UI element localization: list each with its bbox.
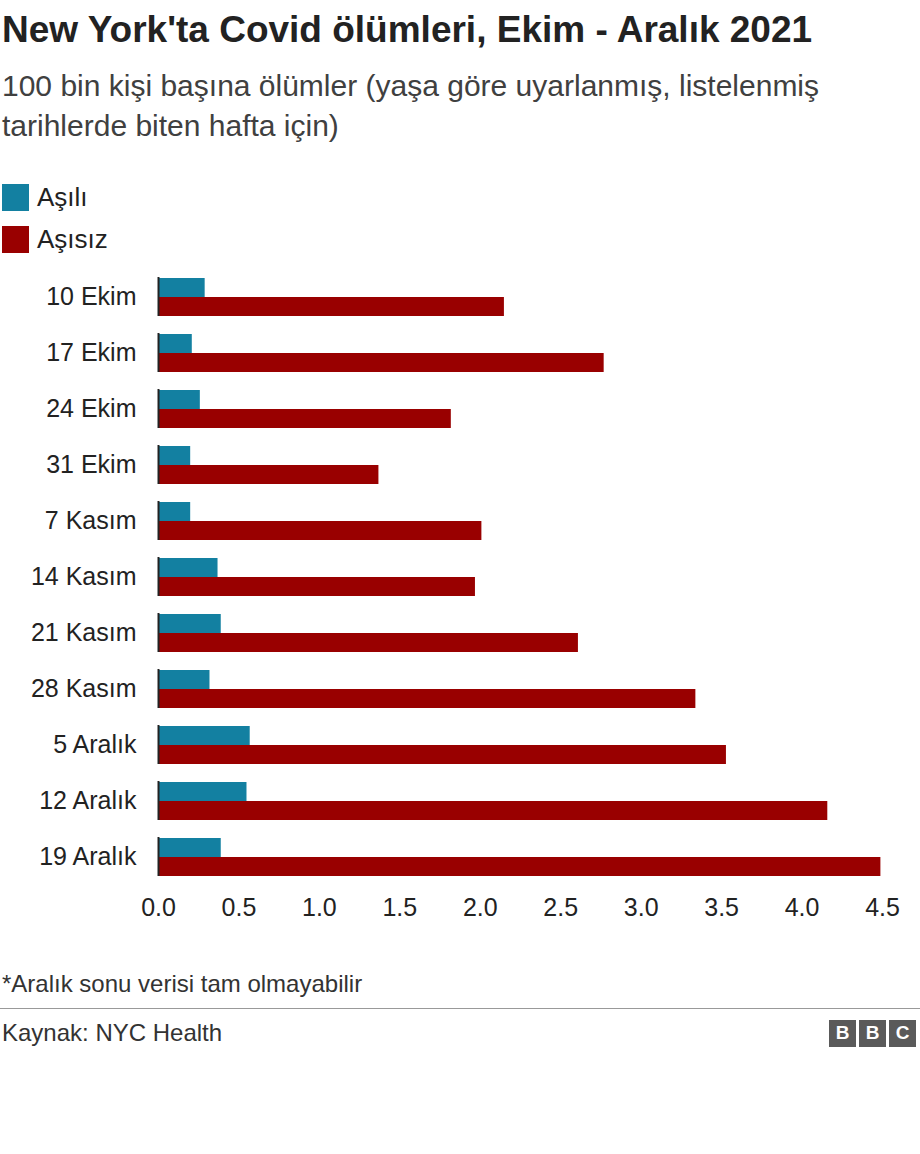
svg-text:4.0: 4.0 <box>785 893 820 921</box>
svg-text:14 Kasım: 14 Kasım <box>31 562 137 590</box>
html-text:C: C <box>895 1022 910 1043</box>
html-text:B: B <box>865 1022 880 1043</box>
html-text:New York'ta Covid ölümleri, Ek: New York'ta Covid ölümleri, Ekim - Aralı… <box>2 9 813 50</box>
svg-text:1.5: 1.5 <box>382 893 417 921</box>
svg-text:2.0: 2.0 <box>463 893 498 921</box>
svg-text:28 Kasım: 28 Kasım <box>31 674 137 702</box>
html-text:B: B <box>835 1022 850 1043</box>
html-text:Aşılı: Aşılı <box>37 181 88 212</box>
svg-text:24 Ekim: 24 Ekim <box>46 394 136 422</box>
html-text:*Aralık sonu verisi tam olmaya: *Aralık sonu verisi tam olmayabilir <box>2 970 363 997</box>
svg-text:0.5: 0.5 <box>222 893 257 921</box>
svg-text:7 Kasım: 7 Kasım <box>45 506 137 534</box>
html-text:100 bin kişi başına ölümler (y: 100 bin kişi başına ölümler (yaşa göre u… <box>2 69 819 142</box>
svg-text:12 Aralık: 12 Aralık <box>39 786 137 814</box>
svg-text:3.5: 3.5 <box>704 893 739 921</box>
svg-text:2.5: 2.5 <box>543 893 578 921</box>
svg-text:4.5: 4.5 <box>865 893 900 921</box>
svg-text:3.0: 3.0 <box>624 893 659 921</box>
svg-text:5 Aralık: 5 Aralık <box>53 730 137 758</box>
html-text:Kaynak: NYC Health: Kaynak: NYC Health <box>2 1019 223 1046</box>
svg-text:1.0: 1.0 <box>302 893 337 921</box>
svg-text:10 Ekim: 10 Ekim <box>46 282 136 310</box>
svg-text:31 Ekim: 31 Ekim <box>46 450 136 478</box>
html-text:Aşısız: Aşısız <box>37 223 108 254</box>
svg-text:21 Kasım: 21 Kasım <box>31 618 137 646</box>
svg-text:17 Ekim: 17 Ekim <box>46 338 136 366</box>
svg-text:19 Aralık: 19 Aralık <box>39 842 137 870</box>
svg-text:0.0: 0.0 <box>141 893 176 921</box>
